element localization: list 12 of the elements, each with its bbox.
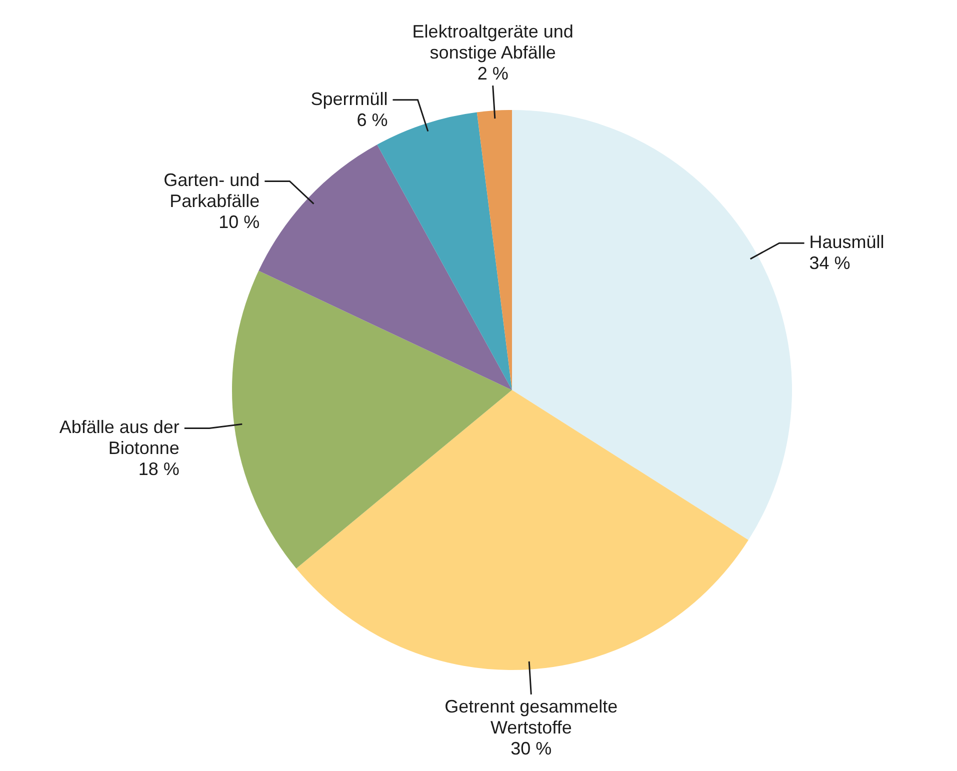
data-label: 18 % — [138, 459, 180, 480]
slice-label: Sperrmüll — [310, 88, 388, 109]
data-label: 34 % — [809, 253, 850, 274]
slice-label: Elektroaltgeräte und sonstige Abfälle — [412, 22, 574, 63]
slice-label: Abfälle aus der Biotonne — [59, 417, 180, 458]
data-label: 10 % — [218, 212, 260, 232]
slice-label: Garten- und Parkabfälle — [164, 170, 260, 212]
data-label: 6 % — [356, 110, 388, 130]
slice-label: Getrennt gesammelte Wertstoffe — [444, 696, 618, 738]
data-label: 30 % — [510, 738, 552, 758]
slice-label: Hausmüll — [809, 232, 884, 252]
data-label: 2 % — [477, 64, 508, 84]
